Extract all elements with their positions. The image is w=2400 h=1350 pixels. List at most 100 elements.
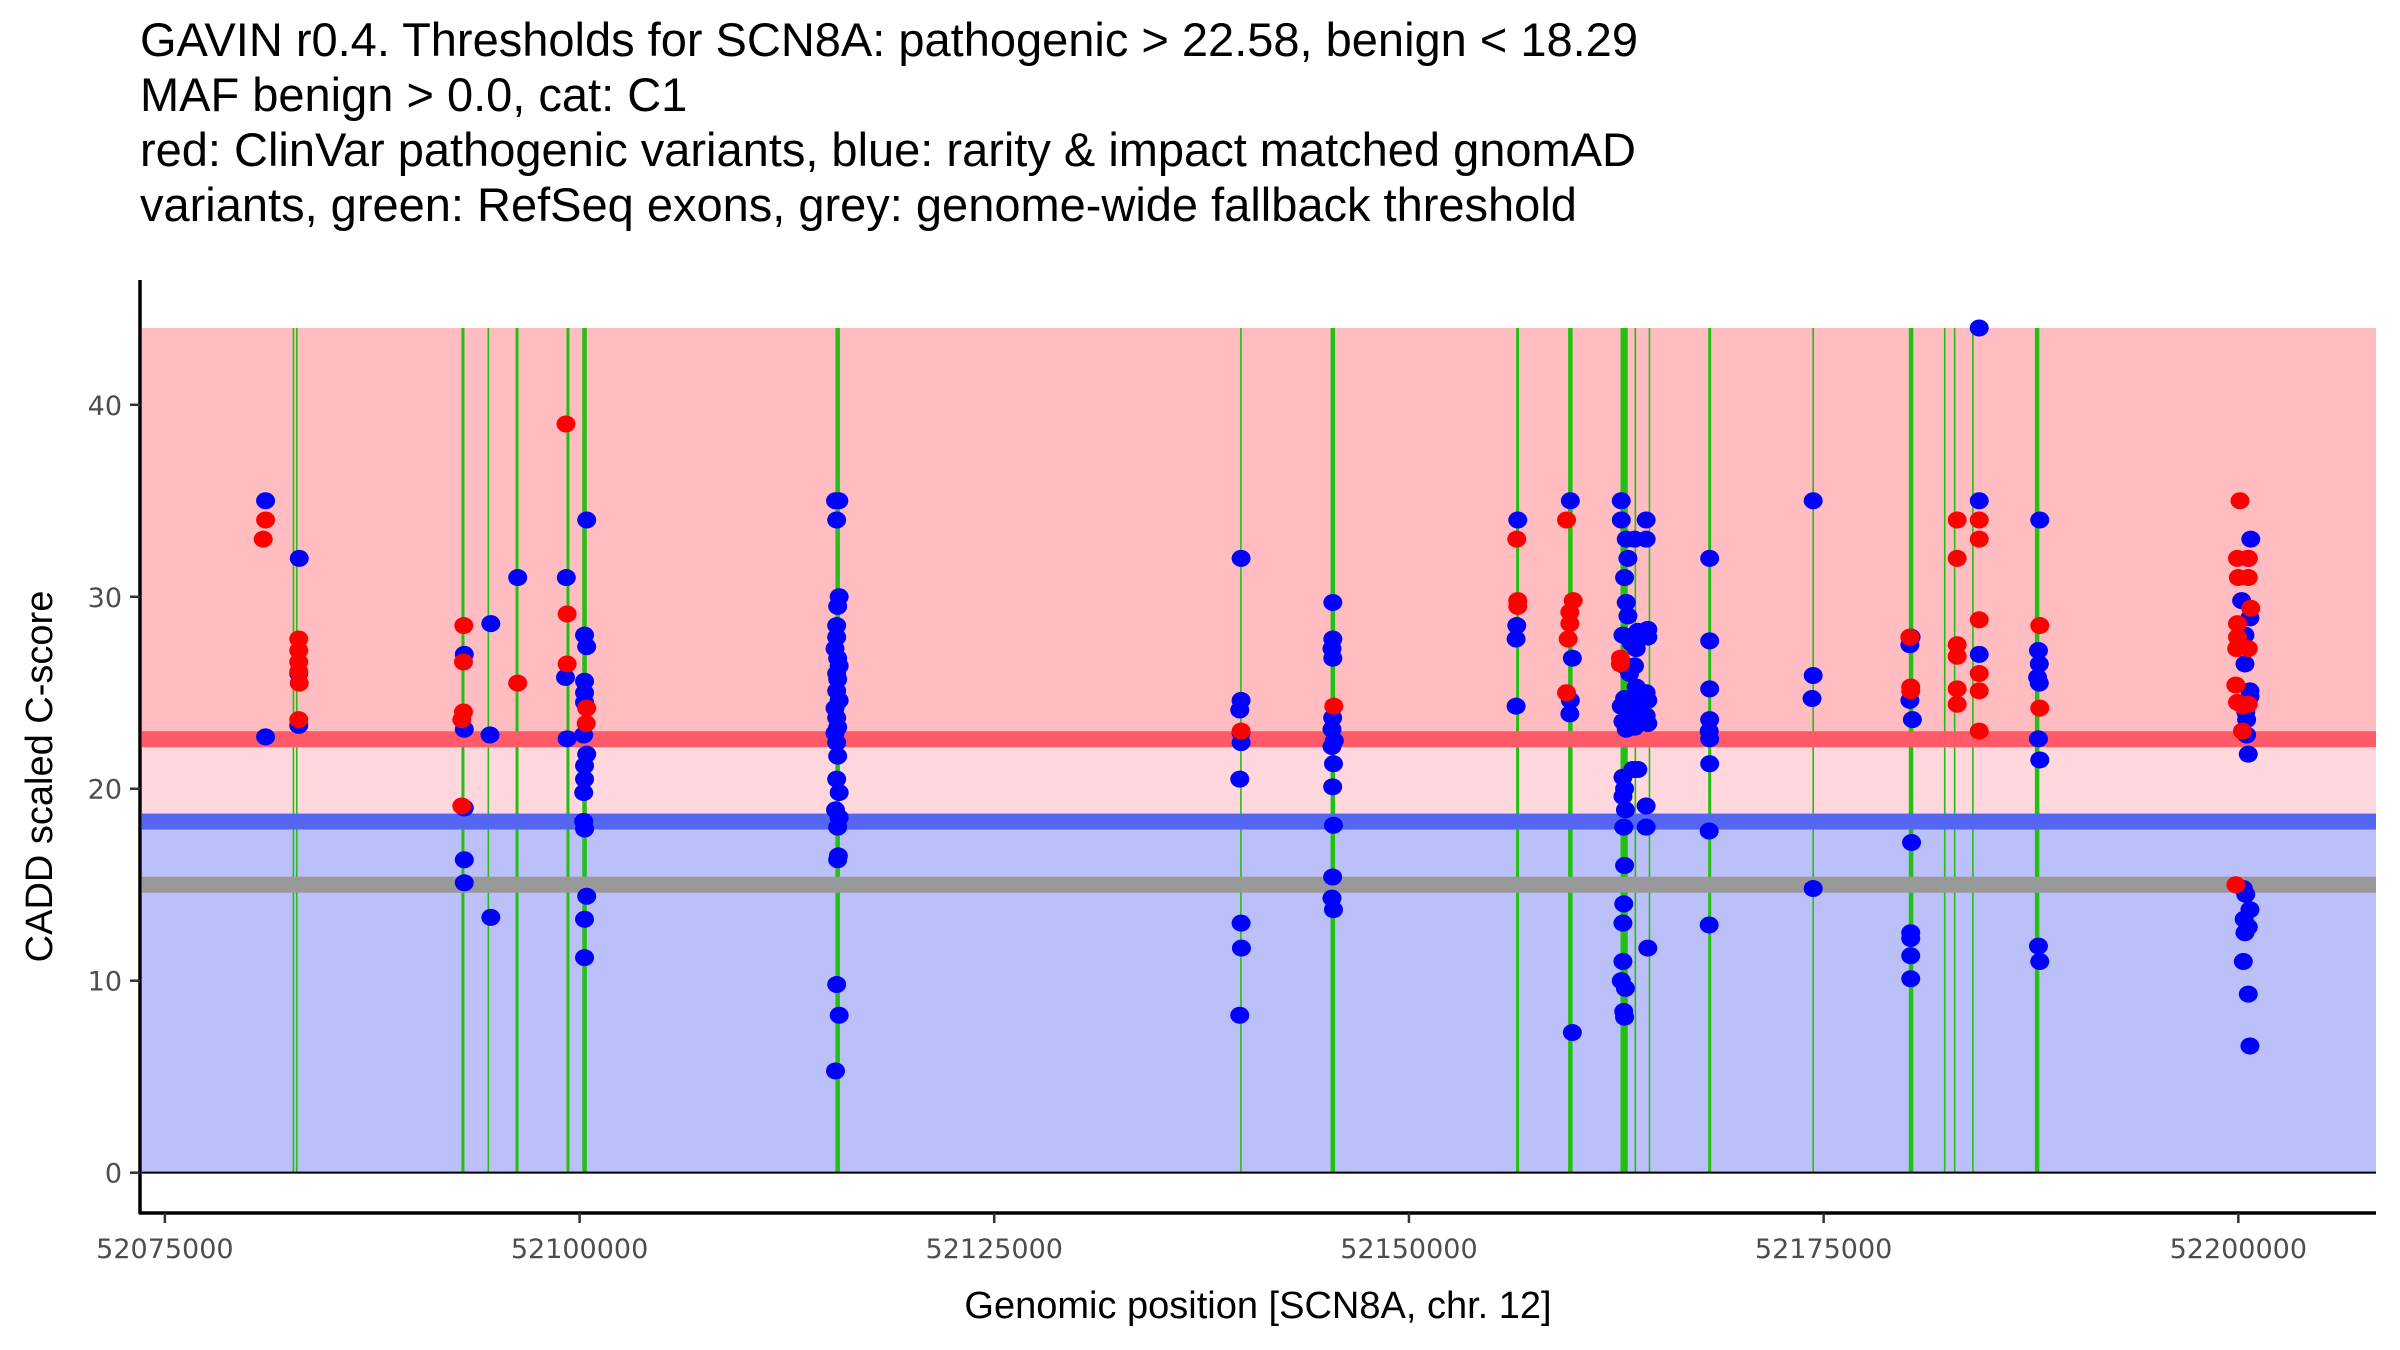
- benign-threshold-line: [142, 813, 2376, 830]
- population-point: [508, 569, 528, 587]
- population-point: [1638, 714, 1658, 732]
- pathogenic-point: [256, 511, 276, 529]
- population-point: [1969, 319, 1989, 337]
- population-point: [2028, 642, 2048, 660]
- population-point: [557, 730, 577, 748]
- benign-region: [142, 821, 2376, 1173]
- pathogenic-threshold-line: [142, 731, 2376, 748]
- pathogenic-point: [1507, 530, 1527, 548]
- population-point: [2030, 751, 2050, 769]
- pathogenic-point: [557, 655, 577, 673]
- pathogenic-point: [454, 617, 474, 635]
- population-point: [454, 851, 474, 869]
- population-point: [256, 728, 276, 746]
- population-point: [2238, 745, 2258, 763]
- pathogenic-point: [1324, 697, 1344, 715]
- population-point: [2030, 511, 2050, 529]
- population-point: [828, 851, 848, 869]
- x-tick-label: 52175000: [1755, 1234, 1892, 1265]
- population-point: [829, 784, 849, 802]
- population-point: [1611, 492, 1631, 510]
- pathogenic-point: [452, 797, 472, 815]
- population-point: [827, 734, 847, 752]
- title-line-4: variants, green: RefSeq exons, grey: gen…: [140, 178, 1577, 231]
- population-point: [1562, 649, 1582, 667]
- population-point: [826, 1062, 846, 1080]
- population-point: [2028, 937, 2048, 955]
- title-line-1: GAVIN r0.4. Thresholds for SCN8A: pathog…: [140, 13, 1638, 66]
- population-point: [1615, 801, 1635, 819]
- population-point: [1628, 761, 1648, 779]
- population-point: [1636, 818, 1656, 836]
- pathogenic-point: [1969, 665, 1989, 683]
- pathogenic-point: [1900, 628, 1920, 646]
- population-point: [1901, 947, 1921, 965]
- population-point: [575, 820, 595, 838]
- population-point: [1231, 914, 1251, 932]
- population-point: [1625, 657, 1645, 675]
- population-point: [574, 784, 594, 802]
- population-point: [1614, 895, 1634, 913]
- population-point: [1803, 880, 1823, 898]
- population-point: [1323, 868, 1343, 886]
- population-point: [1323, 816, 1343, 834]
- population-point: [2235, 924, 2255, 942]
- population-point: [1613, 953, 1633, 971]
- axes: 0 10 20 30 40 52075000 52100000 52125000 5215000…: [88, 280, 2376, 1265]
- threshold-regions: [142, 327, 2376, 1173]
- population-point: [256, 492, 276, 510]
- pathogenic-point: [1231, 722, 1251, 740]
- population-point: [827, 976, 847, 994]
- population-point: [1230, 701, 1250, 719]
- pathogenic-point: [2226, 676, 2246, 694]
- population-point: [1700, 680, 1720, 698]
- pathogenic-point: [1947, 511, 1967, 529]
- pathogenic-point: [508, 674, 528, 692]
- population-point: [2238, 985, 2258, 1003]
- population-point: [556, 569, 576, 587]
- population-point: [1616, 594, 1636, 612]
- population-point: [828, 818, 848, 836]
- pathogenic-point: [1558, 630, 1578, 648]
- population-point: [1323, 778, 1343, 796]
- population-point: [1507, 617, 1527, 635]
- population-point: [1636, 511, 1656, 529]
- population-point: [1699, 916, 1719, 934]
- pathogenic-point: [1901, 682, 1921, 700]
- pathogenic-point: [577, 699, 597, 717]
- population-point: [1618, 607, 1638, 625]
- population-point: [1611, 511, 1631, 529]
- pathogenic-point: [2030, 699, 2050, 717]
- pathogenic-point: [2233, 697, 2253, 715]
- pathogenic-point: [1557, 684, 1577, 702]
- pathogenic-point: [1947, 680, 1967, 698]
- fallback-threshold-line: [142, 876, 2376, 893]
- population-point: [1230, 1006, 1250, 1024]
- population-point: [1323, 755, 1343, 773]
- population-point: [454, 874, 474, 892]
- x-tick-label: 52150000: [1340, 1234, 1477, 1265]
- pathogenic-point: [1508, 597, 1528, 615]
- title-line-3: red: ClinVar pathogenic variants, blue: …: [140, 123, 1636, 176]
- pathogenic-point: [289, 711, 309, 729]
- data-points: [253, 319, 2261, 1080]
- y-axis-title: CADD scaled C-score: [19, 591, 61, 963]
- pathogenic-point: [1610, 655, 1630, 673]
- population-point: [1613, 914, 1633, 932]
- pathogenic-point: [2232, 722, 2252, 740]
- pathogenic-point: [2238, 569, 2258, 587]
- pathogenic-point: [576, 714, 596, 732]
- pathogenic-point: [253, 530, 273, 548]
- population-point: [2235, 655, 2255, 673]
- pathogenic-point: [2238, 640, 2258, 658]
- population-point: [2233, 953, 2253, 971]
- population-point: [1901, 970, 1921, 988]
- population-point: [1562, 1024, 1582, 1042]
- population-point: [1803, 492, 1823, 510]
- pathogenic-point: [1947, 549, 1967, 567]
- population-point: [577, 638, 597, 656]
- x-tick-label: 52100000: [511, 1234, 648, 1265]
- pathogenic-point: [452, 711, 472, 729]
- population-point: [1700, 632, 1720, 650]
- population-point: [1638, 691, 1658, 709]
